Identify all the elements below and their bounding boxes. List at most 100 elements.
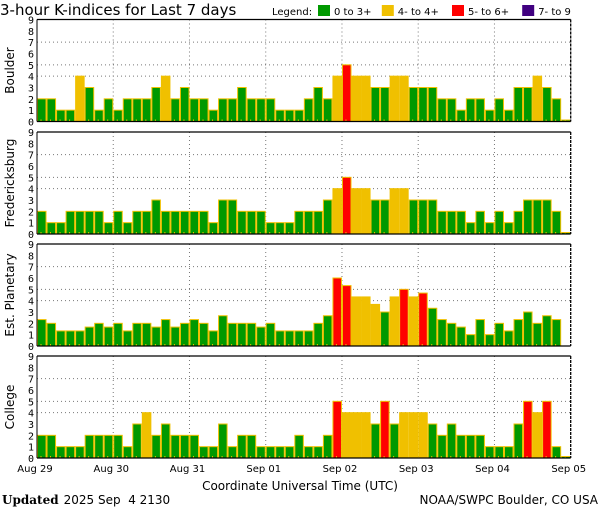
bar — [189, 434, 200, 459]
bar-tick — [173, 119, 175, 122]
bar-tick — [50, 456, 52, 458]
bar — [284, 109, 295, 122]
legend-swatch — [452, 5, 464, 16]
bar — [46, 322, 57, 347]
bar — [399, 288, 409, 347]
bar-tick — [259, 119, 261, 122]
bar — [389, 296, 400, 347]
bar-tick — [116, 119, 118, 122]
bar — [322, 98, 333, 123]
bar-tick — [69, 232, 71, 234]
bar-tick — [88, 456, 90, 458]
bar — [179, 210, 190, 235]
bar — [389, 188, 400, 235]
bar — [503, 222, 514, 235]
bar-tick — [259, 456, 261, 458]
bar-tick — [345, 232, 347, 234]
bar — [179, 87, 190, 122]
y-tick-label: 5 — [28, 397, 34, 408]
bar-tick — [364, 119, 366, 122]
bar — [208, 330, 219, 347]
bar-tick — [269, 119, 271, 122]
legend-entry: 7- to 9 — [538, 7, 571, 18]
bar — [542, 400, 552, 459]
y-tick-label: 0 — [28, 230, 34, 241]
bar-tick — [355, 232, 357, 234]
y-tick-label: 9 — [28, 16, 34, 27]
bar-tick — [97, 119, 99, 122]
bar-tick — [221, 344, 223, 346]
bar-tick — [231, 232, 233, 234]
bar-tick — [164, 119, 166, 122]
bar-tick — [145, 344, 147, 346]
bar-tick — [78, 232, 80, 234]
bar — [370, 87, 381, 122]
bar-tick — [78, 456, 80, 458]
bar-tick — [212, 456, 214, 458]
bar-tick — [173, 456, 175, 458]
bar — [103, 326, 114, 347]
bar-tick — [107, 344, 109, 346]
bar — [484, 334, 495, 347]
bar-tick — [364, 456, 366, 458]
bar — [542, 315, 552, 347]
bar-tick — [316, 232, 318, 234]
bar-tick — [497, 456, 499, 458]
bar-tick — [269, 232, 271, 234]
bar-tick — [316, 119, 318, 122]
bar — [256, 326, 266, 347]
bar-tick — [374, 119, 376, 122]
bar — [37, 319, 47, 347]
y-tick-label: 2 — [28, 95, 34, 106]
bar — [503, 446, 514, 459]
bar — [446, 98, 457, 123]
bar — [265, 98, 276, 123]
x-tick-label: Sep 01 — [246, 464, 281, 475]
bar — [160, 319, 171, 347]
bar-tick — [421, 119, 423, 122]
bar — [446, 210, 457, 235]
bar-tick — [421, 456, 423, 458]
bar — [237, 434, 247, 459]
bar — [218, 423, 228, 459]
bar — [246, 322, 257, 347]
bar-tick — [59, 344, 61, 346]
bar-tick — [450, 344, 452, 346]
bar — [75, 330, 85, 347]
y-tick-label: 4 — [28, 297, 34, 308]
bar — [189, 319, 200, 347]
bar-tick — [459, 344, 461, 346]
bar — [256, 446, 266, 459]
bar — [370, 423, 381, 459]
bar — [523, 87, 533, 122]
bar — [256, 210, 266, 235]
bar — [46, 98, 57, 123]
bar-tick — [116, 232, 118, 234]
bar — [313, 87, 323, 122]
bar — [132, 423, 142, 459]
bar — [332, 188, 342, 235]
bar-tick — [488, 119, 490, 122]
bar-tick — [50, 119, 52, 122]
legend-swatch — [522, 5, 535, 16]
bar — [437, 319, 447, 347]
bar-tick — [250, 456, 252, 458]
bar — [418, 292, 428, 347]
bar-tick — [40, 456, 42, 458]
bar-tick — [450, 456, 452, 458]
bar — [208, 109, 219, 122]
bar — [399, 75, 409, 122]
bar-tick — [88, 344, 90, 346]
bar-tick — [345, 456, 347, 458]
bar — [475, 210, 485, 235]
bar — [542, 199, 552, 235]
bar — [427, 199, 438, 235]
bar-tick — [135, 119, 137, 122]
bar-tick — [555, 344, 557, 346]
bar — [456, 210, 466, 235]
bar-tick — [259, 344, 261, 346]
bar-tick — [59, 456, 61, 458]
bar-tick — [412, 344, 414, 346]
bar-tick — [469, 119, 471, 122]
